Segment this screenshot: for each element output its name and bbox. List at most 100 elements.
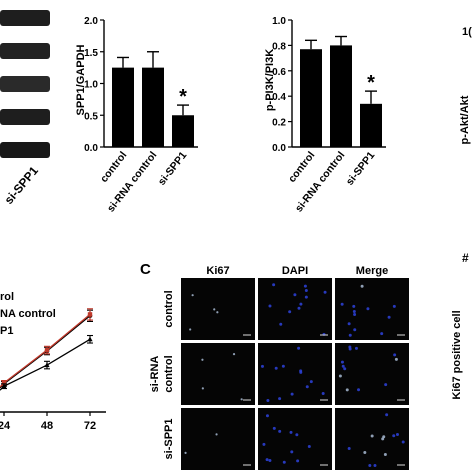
cell-nucleus xyxy=(240,398,243,401)
chart-spp1: SPP1/GAPDH 0.00.51.01.52.0controlsi-RNA … xyxy=(75,16,198,214)
cell-nucleus xyxy=(340,302,344,306)
cell-nucleus xyxy=(385,413,389,417)
y-axis-label: p-PI3K/PI3K xyxy=(264,49,276,111)
cell-nucleus xyxy=(213,308,216,311)
cell-nucleus xyxy=(260,364,264,368)
x-tick-label: 48 xyxy=(41,420,53,432)
cell-nucleus xyxy=(380,332,384,336)
cell-nucleus xyxy=(366,307,370,311)
data-point xyxy=(1,380,7,386)
y-tick-label: 1.5 xyxy=(84,48,98,59)
cell-nucleus xyxy=(268,304,272,308)
cell-nucleus xyxy=(282,460,286,464)
legend-entry: NA control xyxy=(0,308,56,320)
y-tick-label: 0.6 xyxy=(272,67,286,78)
cell-nucleus xyxy=(353,328,357,332)
cell-nucleus xyxy=(363,451,367,455)
cell-nucleus xyxy=(382,435,386,439)
cell-nucleus xyxy=(373,463,377,467)
blot-band xyxy=(0,142,50,158)
column-header: Merge xyxy=(356,265,388,277)
y-tick-label: 0.2 xyxy=(272,118,286,129)
cell-nucleus xyxy=(323,290,327,294)
cell-nucleus xyxy=(201,358,204,361)
cell-nucleus xyxy=(303,284,307,288)
cell-nucleus xyxy=(191,294,194,297)
y-axis-label: p-Akt/Akt xyxy=(459,95,471,144)
blot-band xyxy=(0,10,50,26)
cell-nucleus xyxy=(348,345,352,349)
cell-nucleus xyxy=(281,364,285,368)
category-label: si-SPP1 xyxy=(344,149,378,187)
micrograph-image xyxy=(181,278,255,340)
cell-nucleus xyxy=(341,364,345,368)
cell-nucleus xyxy=(348,333,352,337)
micrograph-image xyxy=(258,343,332,405)
cell-nucleus xyxy=(304,295,308,299)
legend-entry: P1 xyxy=(0,325,13,337)
chart-proliferation: 24 48 72 rol NA control P1 xyxy=(0,291,106,432)
y-tick-label: 1.0 xyxy=(84,80,98,91)
cell-nucleus xyxy=(295,433,299,437)
row-label: si-SPP1 xyxy=(163,419,175,460)
data-point xyxy=(44,362,50,368)
cell-nucleus xyxy=(392,304,396,308)
micrograph-image xyxy=(335,408,409,470)
blot-band xyxy=(0,109,50,125)
micrograph-image xyxy=(181,343,255,405)
x-tick-label: 72 xyxy=(84,420,96,432)
cell-nucleus xyxy=(293,293,297,297)
blot-band xyxy=(0,76,50,92)
cell-nucleus xyxy=(232,353,236,356)
y-tick-label: 1( xyxy=(462,26,472,38)
blot-band xyxy=(0,43,50,59)
cell-nucleus xyxy=(297,306,301,310)
y-tick-label: 1.0 xyxy=(272,16,286,27)
cell-nucleus xyxy=(392,434,396,438)
cell-nucleus xyxy=(352,310,356,314)
y-axis-label: Ki67 positive cell xyxy=(451,310,463,399)
category-label: control xyxy=(286,149,317,184)
cell-nucleus xyxy=(184,451,187,454)
bar xyxy=(112,67,134,147)
data-point xyxy=(44,347,50,353)
category-label: control xyxy=(98,149,129,184)
cell-nucleus xyxy=(387,315,391,319)
y-tick-label: 2.0 xyxy=(84,16,98,27)
cell-nucleus xyxy=(357,388,361,392)
cell-nucleus xyxy=(279,322,283,326)
cell-nucleus xyxy=(321,391,325,395)
bar xyxy=(330,45,352,147)
cell-nucleus xyxy=(354,346,358,350)
cell-nucleus xyxy=(383,453,387,457)
significance-mark: * xyxy=(179,86,187,108)
cell-nucleus xyxy=(384,383,388,387)
column-header: DAPI xyxy=(282,265,308,277)
cell-nucleus xyxy=(309,380,313,384)
y-tick-label: 0.5 xyxy=(84,111,98,122)
bar xyxy=(360,103,382,147)
cell-nucleus xyxy=(265,458,269,462)
bar xyxy=(142,67,164,147)
micrograph-image xyxy=(335,343,409,405)
cell-nucleus xyxy=(278,397,282,401)
cell-nucleus xyxy=(189,328,192,331)
cell-nucleus xyxy=(272,283,276,287)
cell-nucleus xyxy=(297,346,301,350)
legend-entry: rol xyxy=(0,291,14,303)
cell-nucleus xyxy=(262,442,266,446)
cell-nucleus xyxy=(304,289,308,293)
western-blot: si-SPP1 xyxy=(0,10,50,207)
cell-nucleus xyxy=(289,430,293,434)
y-axis-label: SPP1/GAPDH xyxy=(75,44,87,115)
cell-nucleus xyxy=(345,388,349,392)
x-tick-label: 24 xyxy=(0,420,11,432)
cell-nucleus xyxy=(393,353,397,357)
cell-nucleus xyxy=(353,313,357,317)
cell-nucleus xyxy=(347,322,351,326)
cell-nucleus xyxy=(290,392,294,396)
data-point xyxy=(87,312,93,317)
y-tick-label: 0.8 xyxy=(272,41,286,52)
cell-nucleus xyxy=(368,463,372,467)
